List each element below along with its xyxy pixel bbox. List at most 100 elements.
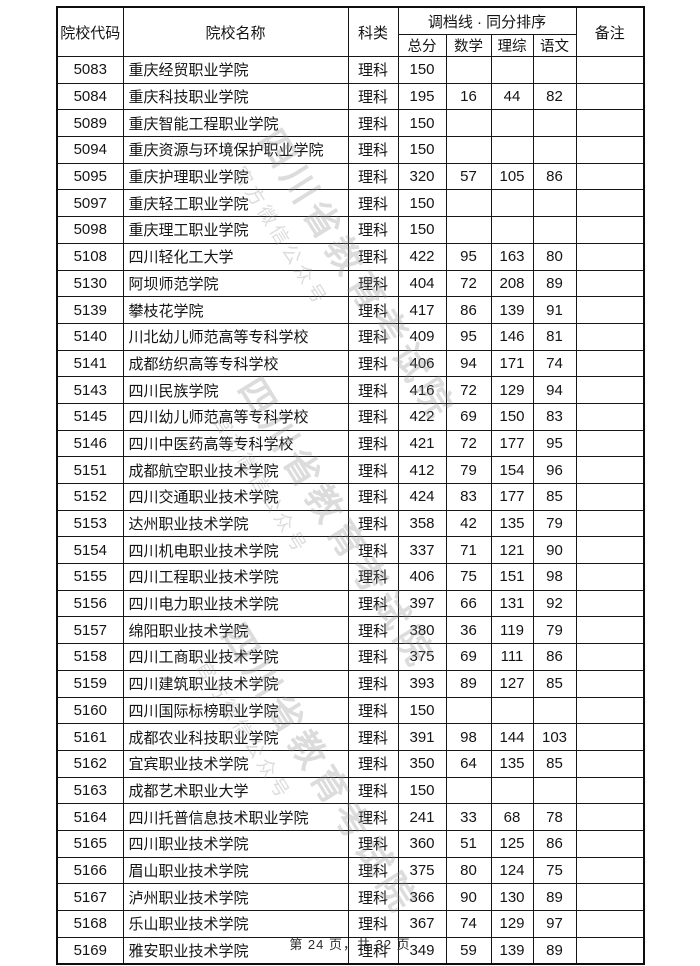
- cell-chn: 78: [532, 803, 577, 831]
- cell-sci: 135: [490, 749, 534, 778]
- cell-sci: 129: [490, 376, 534, 404]
- header-name: 院校名称: [122, 6, 349, 57]
- cell-code: 5083: [56, 56, 124, 84]
- cell-name: 四川电力职业技术学院: [122, 589, 349, 618]
- cell-total: 375: [397, 643, 447, 671]
- cell-code: 5098: [56, 216, 124, 244]
- cell-chn: 89: [532, 269, 577, 298]
- cell-category: 理科: [347, 669, 399, 698]
- cell-math: 33: [445, 803, 492, 831]
- cell-total: 367: [397, 910, 447, 938]
- cell-sci: 130: [490, 883, 534, 911]
- cell-name: 阿坝师范学院: [122, 269, 349, 298]
- cell-chn: 90: [532, 536, 577, 565]
- cell-sci: 146: [490, 322, 534, 351]
- cell-total: 422: [397, 402, 447, 431]
- cell-chn: 85: [532, 669, 577, 698]
- table-row: 5164 四川托普信息技术职业学院 理科 241 33 68 78: [56, 803, 645, 831]
- cell-remark: [575, 563, 645, 591]
- cell-category: 理科: [347, 109, 399, 138]
- cell-name: 重庆经贸职业学院: [122, 56, 349, 84]
- cell-sci: 135: [490, 509, 534, 538]
- cell-total: 360: [397, 829, 447, 858]
- cell-name: 四川建筑职业技术学院: [122, 669, 349, 698]
- cell-chn: 85: [532, 749, 577, 778]
- cell-total: 406: [397, 349, 447, 378]
- cell-name: 四川中医药高等专科学校: [122, 429, 349, 458]
- cell-remark: [575, 402, 645, 431]
- cell-category: 理科: [347, 429, 399, 458]
- cell-chn: 86: [532, 162, 577, 191]
- table-row: 5153 达州职业技术学院 理科 358 42 135 79: [56, 509, 645, 538]
- cell-math: 95: [445, 322, 492, 351]
- cell-name: 四川托普信息技术职业学院: [122, 803, 349, 831]
- cell-chn: 85: [532, 483, 577, 511]
- cell-remark: [575, 269, 645, 298]
- cell-code: 5156: [56, 589, 124, 618]
- score-table: 院校代码 院校名称 科类 调档线 · 同分排序 备注 总分 数学 理综 语文 5…: [56, 6, 646, 966]
- cell-remark: [575, 696, 645, 725]
- cell-chn: 103: [532, 723, 577, 751]
- cell-sci: 125: [490, 829, 534, 858]
- cell-sci: 163: [490, 242, 534, 271]
- cell-name: 四川机电职业技术学院: [122, 536, 349, 565]
- cell-total: 150: [397, 109, 447, 138]
- cell-name: 四川交通职业技术学院: [122, 483, 349, 511]
- cell-name: 四川幼儿师范高等专科学校: [122, 402, 349, 431]
- cell-math: 59: [445, 936, 492, 965]
- cell-code: 5163: [56, 776, 124, 805]
- cell-remark: [575, 936, 645, 965]
- cell-category: 理科: [347, 189, 399, 218]
- table-row: 5146 四川中医药高等专科学校 理科 421 72 177 95: [56, 429, 645, 458]
- cell-code: 5164: [56, 803, 124, 831]
- cell-math: 72: [445, 376, 492, 404]
- cell-remark: [575, 669, 645, 698]
- cell-category: 理科: [347, 643, 399, 671]
- cell-math: 16: [445, 82, 492, 111]
- cell-name: 乐山职业技术学院: [122, 910, 349, 938]
- cell-sci: 124: [490, 856, 534, 885]
- cell-chn: [532, 216, 577, 244]
- cell-math: 86: [445, 296, 492, 324]
- cell-math: 72: [445, 429, 492, 458]
- cell-sci: 68: [490, 803, 534, 831]
- cell-math: [445, 109, 492, 138]
- cell-name: 川北幼儿师范高等专科学校: [122, 322, 349, 351]
- cell-code: 5130: [56, 269, 124, 298]
- cell-code: 5095: [56, 162, 124, 191]
- cell-name: 成都航空职业技术学院: [122, 456, 349, 484]
- header-category: 科类: [347, 6, 399, 57]
- cell-chn: 75: [532, 856, 577, 885]
- cell-category: 理科: [347, 402, 399, 431]
- cell-name: 四川轻化工大学: [122, 242, 349, 271]
- cell-chn: [532, 776, 577, 805]
- table-row: 5141 成都纺织高等专科学校 理科 406 94 171 74: [56, 349, 645, 378]
- cell-remark: [575, 723, 645, 751]
- cell-chn: 96: [532, 456, 577, 484]
- page-number: 第 24 页，共 32 页: [289, 937, 411, 952]
- cell-category: 理科: [347, 589, 399, 618]
- cell-sci: 208: [490, 269, 534, 298]
- cell-total: 150: [397, 136, 447, 164]
- cell-category: 理科: [347, 696, 399, 725]
- cell-remark: [575, 883, 645, 911]
- table-row: 5158 四川工商职业技术学院 理科 375 69 111 86: [56, 643, 645, 671]
- cell-name: 四川工程职业技术学院: [122, 563, 349, 591]
- table-row: 5098 重庆理工职业学院 理科 150: [56, 216, 645, 244]
- cell-category: 理科: [347, 136, 399, 164]
- cell-sci: [490, 189, 534, 218]
- cell-total: 391: [397, 723, 447, 751]
- cell-total: 337: [397, 536, 447, 565]
- header-remark: 备注: [575, 6, 645, 57]
- cell-name: 攀枝花学院: [122, 296, 349, 324]
- cell-chn: 79: [532, 509, 577, 538]
- cell-remark: [575, 216, 645, 244]
- cell-name: 成都农业科技职业学院: [122, 723, 349, 751]
- cell-chn: 97: [532, 910, 577, 938]
- cell-code: 5162: [56, 749, 124, 778]
- table-row: 5145 四川幼儿师范高等专科学校 理科 422 69 150 83: [56, 402, 645, 431]
- cell-remark: [575, 456, 645, 484]
- cell-math: [445, 696, 492, 725]
- cell-math: [445, 216, 492, 244]
- cell-sci: 119: [490, 616, 534, 645]
